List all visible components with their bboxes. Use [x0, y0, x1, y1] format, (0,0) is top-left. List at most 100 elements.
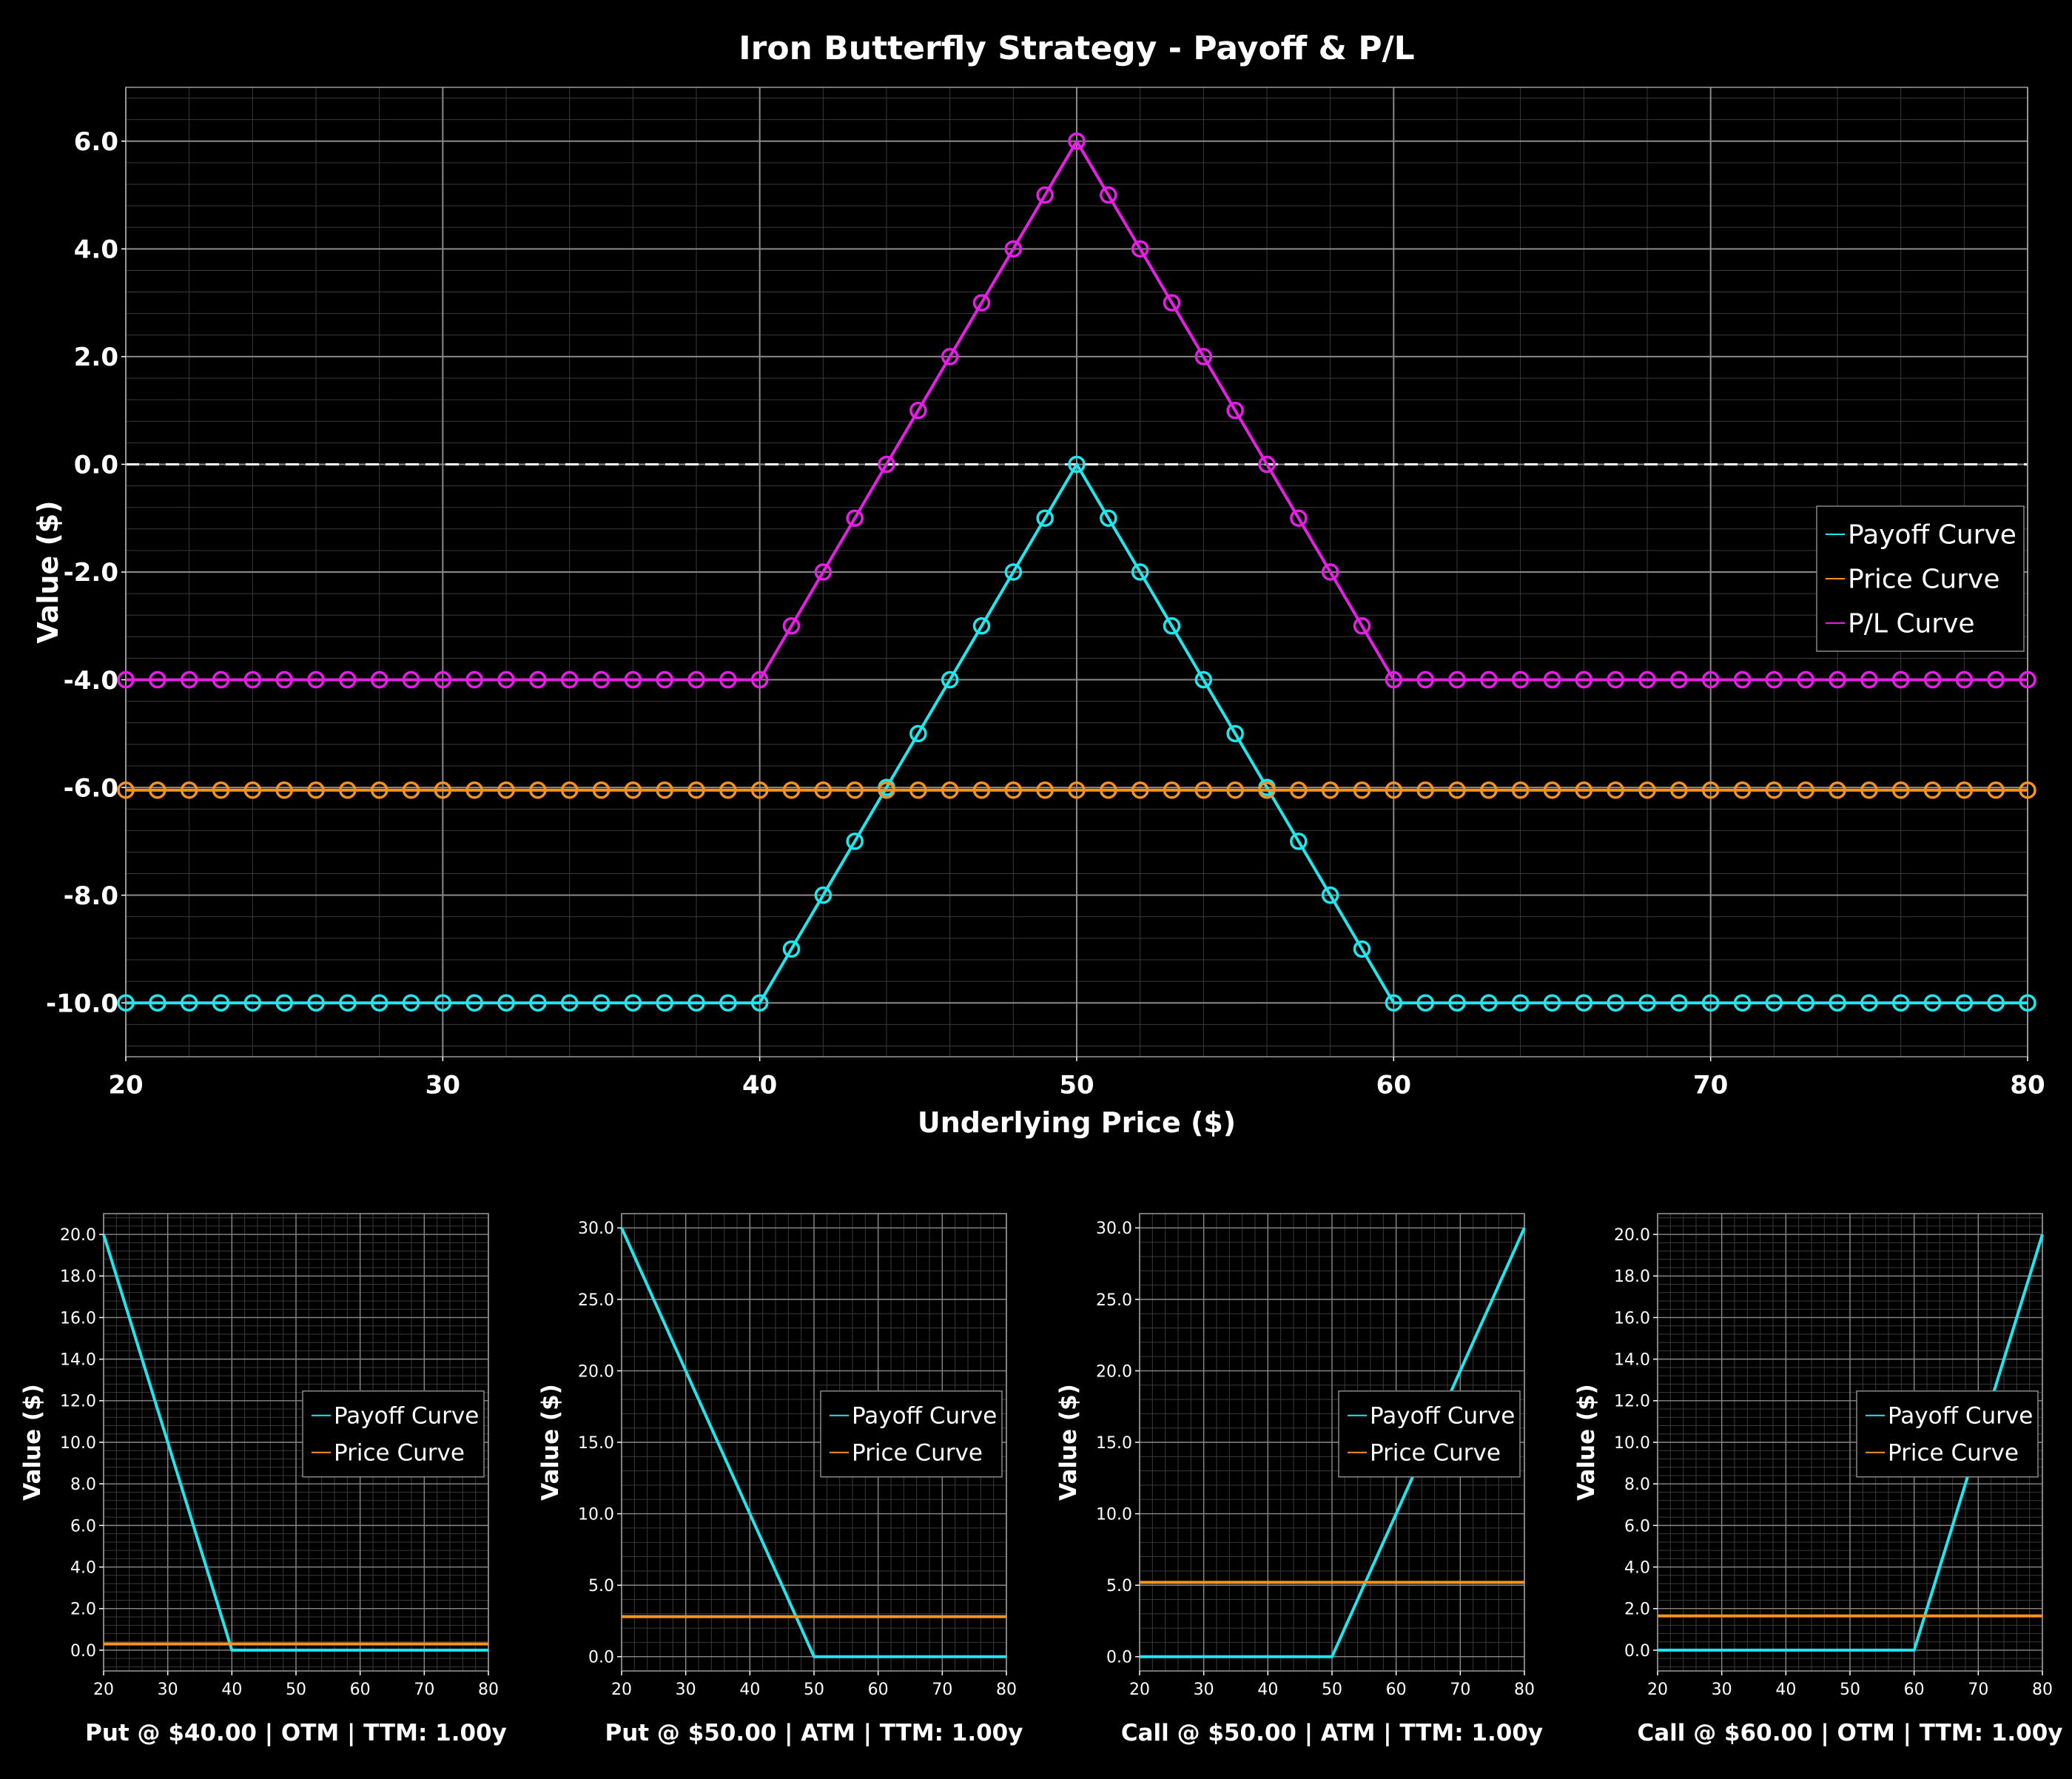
legend: Payoff Curve Price Curve — [1338, 1390, 1521, 1478]
data-point — [1670, 781, 1688, 799]
data-point — [1607, 670, 1624, 689]
chart-title: Put @ $40.00 | OTM | TTM: 1.00y — [85, 1720, 507, 1746]
legend: Payoff Curve Price Curve P/L Curve — [1816, 505, 2025, 652]
data-point — [1860, 994, 1878, 1012]
y-tick-label: -2.0 — [64, 558, 118, 588]
y-tick-label: 0.0 — [70, 1642, 96, 1661]
data-point — [402, 781, 420, 799]
data-point — [846, 781, 864, 799]
x-tick-label: 20 — [611, 1681, 632, 1699]
data-point — [1829, 994, 1846, 1012]
data-point — [782, 617, 801, 635]
y-tick-label: -8.0 — [64, 881, 118, 911]
data-point — [592, 994, 610, 1012]
y-tick-label: 18.0 — [1614, 1268, 1650, 1286]
data-point — [465, 670, 483, 689]
data-point — [1923, 670, 1942, 689]
data-point — [465, 994, 483, 1012]
x-tick-label: 70 — [1968, 1681, 1988, 1699]
legend-label: Payoff Curve — [1888, 1403, 2033, 1430]
data-point — [1416, 670, 1434, 689]
data-point — [1987, 994, 2005, 1012]
data-point — [1163, 781, 1181, 799]
data-point — [1416, 994, 1434, 1012]
x-tick-label: 30 — [676, 1681, 696, 1699]
legend-box — [820, 1390, 1003, 1478]
data-point — [1670, 994, 1688, 1012]
x-tick-label: 60 — [1386, 1681, 1407, 1699]
y-tick-label: 6.0 — [1624, 1517, 1650, 1536]
data-point — [243, 670, 262, 689]
chart-leg1: 20 30 40 50 60 70 80 0.0 2.0 4.0 6.0 8.0 10.0 12.0 14.… — [19, 1213, 507, 1746]
data-point — [529, 994, 547, 1012]
chart-title: Call @ $60.00 | OTM | TTM: 1.00y — [1637, 1720, 2062, 1746]
data-point — [1448, 994, 1466, 1012]
y-tick-label: 12.0 — [60, 1393, 96, 1411]
x-tick-label: 30 — [426, 1070, 460, 1100]
data-point — [687, 994, 705, 1012]
data-point — [1004, 781, 1023, 799]
y-tick-label: 2.0 — [1624, 1601, 1650, 1619]
data-point — [624, 994, 642, 1012]
y-tick-label: 20.0 — [1614, 1226, 1650, 1245]
data-point — [1891, 994, 1910, 1012]
data-point — [782, 940, 801, 958]
y-tick-label: 0.0 — [74, 451, 118, 480]
data-point — [1416, 781, 1434, 799]
y-tick-label: 20.0 — [578, 1362, 614, 1381]
y-tick-label: 0.0 — [1624, 1642, 1650, 1661]
legend-box — [1338, 1390, 1521, 1478]
data-point — [1575, 994, 1593, 1012]
data-point — [1290, 781, 1308, 799]
data-point — [941, 348, 959, 366]
data-point — [1100, 509, 1117, 527]
data-point — [1036, 781, 1054, 799]
data-point — [972, 294, 991, 312]
x-tick-label: 70 — [1693, 1070, 1728, 1100]
data-point — [1987, 670, 2005, 689]
data-point — [1036, 509, 1054, 527]
data-point — [719, 670, 737, 689]
data-point — [275, 994, 293, 1012]
data-point — [1448, 670, 1466, 689]
x-tick-label: 80 — [996, 1681, 1017, 1699]
x-tick-label: 50 — [804, 1681, 824, 1699]
data-point — [370, 670, 388, 689]
y-tick-label: -6.0 — [64, 773, 118, 803]
data-point — [212, 781, 230, 799]
data-point — [2019, 781, 2036, 799]
data-point — [846, 833, 864, 850]
data-point — [1607, 781, 1624, 799]
data-point — [339, 670, 357, 689]
data-point — [1385, 994, 1403, 1012]
data-point — [560, 670, 579, 689]
data-point — [117, 781, 135, 799]
data-point — [275, 781, 293, 799]
series-line — [102, 1234, 488, 1652]
legend-label: Price Curve — [334, 1440, 465, 1467]
data-point — [1543, 994, 1561, 1012]
data-point — [117, 994, 135, 1012]
x-tick-label: 30 — [1712, 1681, 1732, 1699]
x-tick-label: 80 — [2010, 1070, 2045, 1100]
x-tick-label: 80 — [478, 1681, 499, 1699]
data-point — [1163, 617, 1181, 635]
y-tick-label: 10.0 — [578, 1505, 614, 1524]
data-point — [687, 670, 705, 689]
legend-label: Payoff Curve — [1848, 520, 2016, 551]
series-payoff-curve — [117, 455, 2036, 1012]
data-point — [1543, 781, 1561, 799]
y-axis-label: Value ($) — [19, 1384, 46, 1501]
data-point — [1987, 781, 2005, 799]
data-point — [339, 781, 357, 799]
data-point — [1480, 781, 1498, 799]
x-tick-label: 40 — [1257, 1681, 1278, 1699]
data-point — [1353, 781, 1371, 799]
data-point — [1955, 781, 1974, 799]
data-point — [497, 670, 515, 689]
data-point — [1638, 994, 1656, 1012]
data-point — [782, 781, 801, 799]
x-tick-label: 60 — [350, 1681, 371, 1699]
y-tick-label: 25.0 — [1096, 1291, 1132, 1310]
